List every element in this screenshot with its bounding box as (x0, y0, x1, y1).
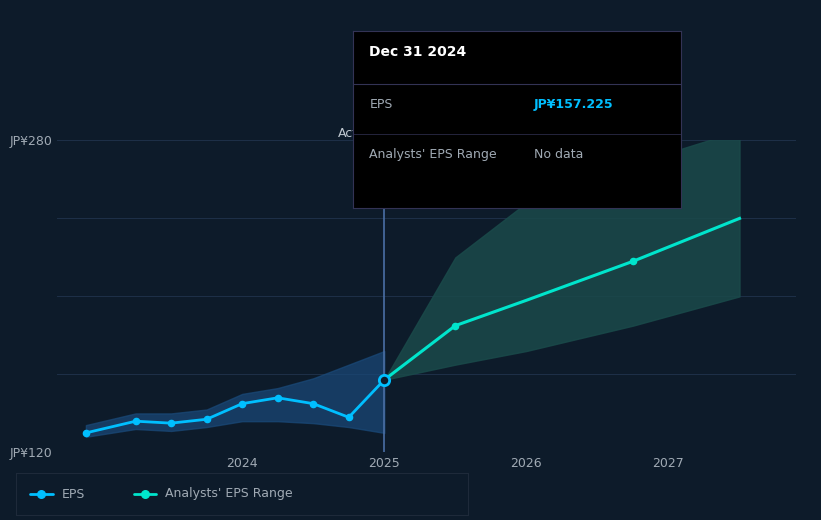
Point (129, 417, 142, 425)
Text: JP¥157.225: JP¥157.225 (534, 98, 613, 111)
Point (342, 413, 355, 421)
Point (449, 321, 462, 330)
Point (307, 399, 320, 408)
Point (378, 375, 391, 384)
Point (236, 399, 249, 408)
Text: EPS: EPS (62, 488, 85, 500)
Point (34, 490, 48, 498)
Text: Actual: Actual (338, 127, 377, 140)
Point (271, 394, 284, 402)
Text: Analysts' EPS Range: Analysts' EPS Range (369, 148, 497, 161)
Text: Analysts Forecasts: Analysts Forecasts (392, 127, 507, 140)
Point (164, 419, 177, 427)
Point (200, 415, 213, 423)
Text: No data: No data (534, 148, 583, 161)
Text: Dec 31 2024: Dec 31 2024 (369, 45, 466, 59)
Point (139, 490, 152, 498)
Point (626, 257, 640, 265)
Point (80, 428, 93, 437)
Text: Analysts' EPS Range: Analysts' EPS Range (166, 488, 293, 500)
Text: EPS: EPS (369, 98, 392, 111)
